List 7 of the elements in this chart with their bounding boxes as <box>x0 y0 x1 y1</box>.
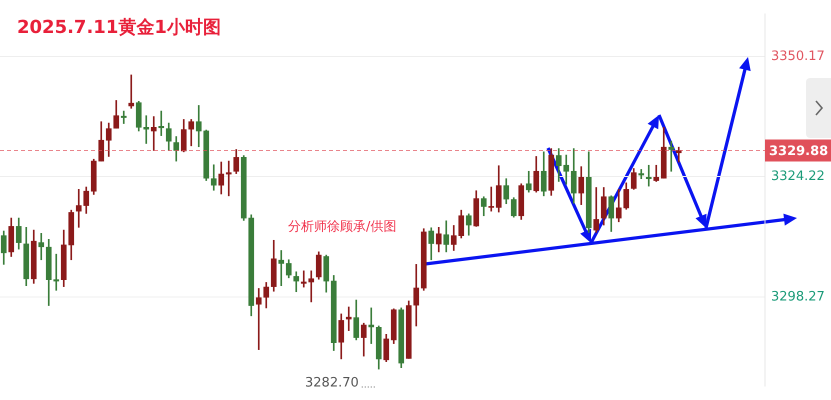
annotation: 分析师徐顾承/供图 <box>288 219 396 234</box>
ref-line-label: 3329.88 <box>769 144 828 159</box>
y-tick-label: 3298.27 <box>771 289 825 304</box>
y-tick-label: 3350.17 <box>771 48 825 64</box>
chart-title: 2025.7.11黄金1小时图 <box>17 16 221 39</box>
annotation: 3282.70 <box>305 375 359 390</box>
y-tick-label: 3324.22 <box>771 169 825 184</box>
